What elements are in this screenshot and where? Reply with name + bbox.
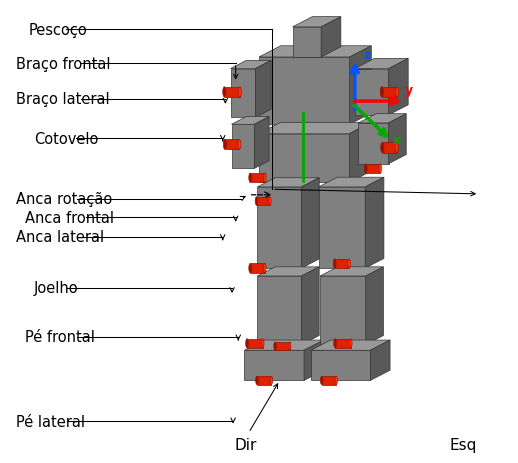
Ellipse shape xyxy=(379,164,382,174)
Text: Joelho: Joelho xyxy=(34,281,78,295)
Polygon shape xyxy=(355,69,388,116)
Polygon shape xyxy=(244,350,304,381)
Text: Pé lateral: Pé lateral xyxy=(16,414,84,429)
Ellipse shape xyxy=(334,339,337,348)
Ellipse shape xyxy=(263,174,266,183)
Ellipse shape xyxy=(238,140,241,150)
Ellipse shape xyxy=(238,88,241,98)
Text: y: y xyxy=(405,83,413,96)
Polygon shape xyxy=(257,188,301,269)
Polygon shape xyxy=(259,134,350,183)
Polygon shape xyxy=(259,47,371,58)
Polygon shape xyxy=(257,376,271,385)
Polygon shape xyxy=(231,61,271,69)
Polygon shape xyxy=(388,59,408,116)
Ellipse shape xyxy=(364,164,367,174)
Polygon shape xyxy=(293,28,321,58)
Polygon shape xyxy=(259,58,350,125)
Polygon shape xyxy=(254,118,269,169)
Polygon shape xyxy=(232,125,254,169)
Text: Esq: Esq xyxy=(450,437,477,452)
Polygon shape xyxy=(259,123,371,134)
Polygon shape xyxy=(319,188,365,269)
Text: Cotovelo: Cotovelo xyxy=(34,131,98,146)
Ellipse shape xyxy=(269,197,271,206)
Polygon shape xyxy=(350,47,371,125)
Text: x: x xyxy=(393,133,401,146)
Polygon shape xyxy=(382,88,397,98)
Polygon shape xyxy=(366,164,380,174)
Polygon shape xyxy=(370,340,390,381)
Ellipse shape xyxy=(333,259,336,269)
Polygon shape xyxy=(250,264,265,273)
Polygon shape xyxy=(255,61,271,118)
Polygon shape xyxy=(335,259,349,269)
Ellipse shape xyxy=(263,264,266,273)
Ellipse shape xyxy=(223,140,226,150)
Text: Anca rotação: Anca rotação xyxy=(16,192,112,206)
Ellipse shape xyxy=(380,88,383,98)
Polygon shape xyxy=(231,69,255,118)
Polygon shape xyxy=(320,267,383,276)
Ellipse shape xyxy=(289,342,291,350)
Ellipse shape xyxy=(246,339,249,348)
Polygon shape xyxy=(388,114,406,164)
Ellipse shape xyxy=(223,88,226,98)
Polygon shape xyxy=(358,124,388,164)
Ellipse shape xyxy=(274,342,276,350)
Ellipse shape xyxy=(321,376,323,385)
Text: Pescoço: Pescoço xyxy=(28,23,87,38)
Text: z: z xyxy=(364,49,371,62)
Ellipse shape xyxy=(249,174,252,183)
Polygon shape xyxy=(358,114,406,124)
Polygon shape xyxy=(320,276,366,345)
Text: Pé frontal: Pé frontal xyxy=(25,330,95,344)
Polygon shape xyxy=(321,18,341,58)
Ellipse shape xyxy=(256,376,258,385)
Polygon shape xyxy=(301,267,319,345)
Ellipse shape xyxy=(261,339,264,348)
Polygon shape xyxy=(232,118,269,125)
Polygon shape xyxy=(350,123,371,183)
Ellipse shape xyxy=(335,376,337,385)
Polygon shape xyxy=(366,267,383,345)
Polygon shape xyxy=(225,140,239,150)
Text: Anca frontal: Anca frontal xyxy=(25,210,114,225)
Polygon shape xyxy=(244,340,324,350)
Polygon shape xyxy=(257,178,319,188)
Polygon shape xyxy=(355,59,408,69)
Polygon shape xyxy=(319,178,384,188)
Polygon shape xyxy=(311,340,390,350)
Ellipse shape xyxy=(348,259,351,269)
Text: Braço lateral: Braço lateral xyxy=(16,92,109,107)
Polygon shape xyxy=(257,267,319,276)
Polygon shape xyxy=(293,18,341,28)
Text: Braço frontal: Braço frontal xyxy=(16,56,110,71)
Polygon shape xyxy=(224,88,240,98)
Polygon shape xyxy=(322,376,336,385)
Text: Dir: Dir xyxy=(235,437,257,452)
Ellipse shape xyxy=(249,264,252,273)
Polygon shape xyxy=(256,197,270,206)
Polygon shape xyxy=(382,143,397,153)
Text: Anca lateral: Anca lateral xyxy=(16,230,104,244)
Polygon shape xyxy=(301,178,319,269)
Polygon shape xyxy=(247,339,263,348)
Polygon shape xyxy=(304,340,324,381)
Ellipse shape xyxy=(255,197,257,206)
Ellipse shape xyxy=(381,143,384,153)
Ellipse shape xyxy=(349,339,352,348)
Ellipse shape xyxy=(395,143,398,153)
Ellipse shape xyxy=(270,376,272,385)
Polygon shape xyxy=(365,178,384,269)
Polygon shape xyxy=(335,339,351,348)
Polygon shape xyxy=(311,350,370,381)
Ellipse shape xyxy=(396,88,399,98)
Polygon shape xyxy=(257,276,301,345)
Polygon shape xyxy=(250,174,265,183)
Polygon shape xyxy=(275,342,290,350)
